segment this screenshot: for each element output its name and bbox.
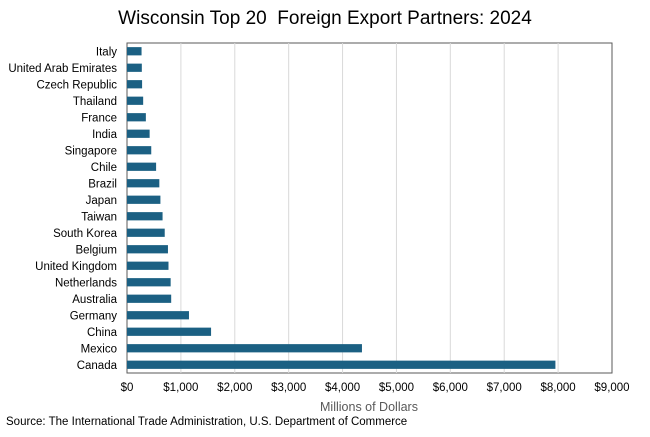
bar-chile: [127, 162, 157, 171]
y-tick-label: Czech Republic: [36, 79, 117, 91]
x-tick-label: $4,000: [325, 382, 360, 394]
bar-czech-republic: [127, 80, 143, 89]
x-tick-label: $9,000: [594, 382, 629, 394]
x-tick-label: $5,000: [379, 382, 414, 394]
bar-australia: [127, 294, 172, 303]
bar-italy: [127, 47, 142, 56]
plot-area-frame: [126, 42, 613, 374]
x-tick-label: $6,000: [433, 382, 468, 394]
y-tick-label: Germany: [70, 310, 118, 322]
x-axis-label: Millions of Dollars: [320, 400, 418, 414]
y-tick-label: Italy: [96, 46, 117, 58]
y-tick-label: United Arab Emirates: [8, 63, 117, 75]
y-tick-label: France: [81, 112, 117, 124]
bar-thailand: [127, 96, 144, 105]
bar-germany: [127, 311, 189, 320]
y-tick-label: Thailand: [73, 96, 117, 108]
bar-netherlands: [127, 278, 171, 287]
x-tick-label: $3,000: [271, 382, 306, 394]
x-tick-label: $1,000: [163, 382, 198, 394]
chart-title: Wisconsin Top 20 Foreign Export Partners…: [118, 8, 532, 29]
bar-mexico: [127, 344, 362, 353]
bar-taiwan: [127, 212, 163, 221]
bar-brazil: [127, 179, 160, 188]
x-tick-label: $8,000: [541, 382, 576, 394]
bar-belgium: [127, 245, 168, 254]
y-tick-label: Mexico: [81, 343, 117, 355]
source-note: Source: The International Trade Administ…: [6, 416, 408, 428]
y-tick-label: Brazil: [88, 178, 117, 190]
bar-south-korea: [127, 228, 165, 237]
y-tick-label: Netherlands: [55, 277, 117, 289]
bar-singapore: [127, 146, 152, 155]
y-tick-label: Japan: [86, 195, 117, 207]
y-tick-label: United Kingdom: [35, 261, 117, 273]
y-tick-label: Australia: [72, 294, 117, 306]
y-tick-label: Chile: [91, 162, 117, 174]
bar-united-arab-emirates: [127, 63, 142, 72]
bar-india: [127, 129, 150, 138]
y-tick-label: South Korea: [53, 228, 118, 240]
y-tick-label: Belgium: [75, 244, 117, 256]
y-tick-label: India: [92, 129, 118, 141]
bar-japan: [127, 195, 161, 204]
bar-france: [127, 113, 146, 122]
y-tick-label: Singapore: [65, 145, 117, 157]
y-tick-label: China: [87, 327, 118, 339]
y-tick-label: Canada: [77, 360, 118, 372]
y-tick-label: Taiwan: [81, 211, 117, 223]
bar-united-kingdom: [127, 261, 169, 270]
x-tick-label: $7,000: [487, 382, 522, 394]
bar-china: [127, 327, 212, 336]
bar-canada: [127, 360, 556, 369]
x-tick-label: $2,000: [217, 382, 252, 394]
x-tick-label: $0: [121, 382, 134, 394]
